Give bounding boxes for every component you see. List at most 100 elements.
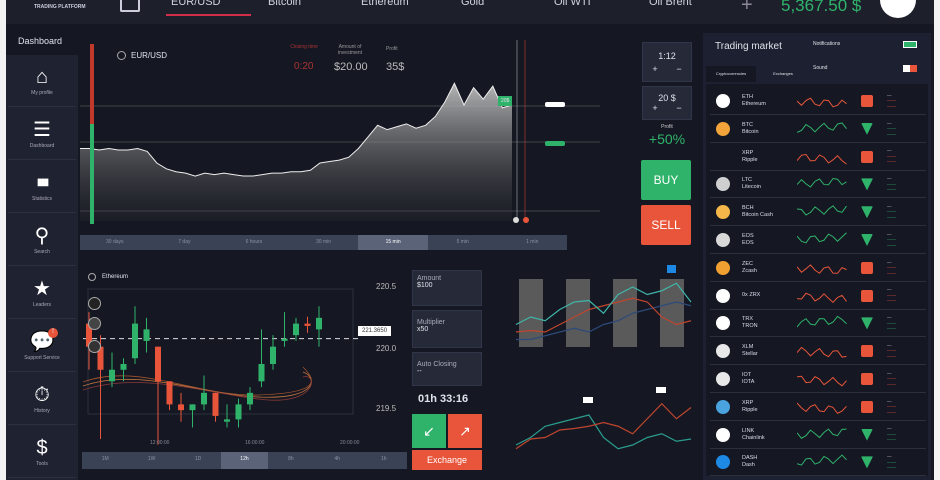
timeframe-option[interactable]: 12h bbox=[221, 452, 268, 469]
candle-body bbox=[178, 404, 184, 411]
profit-value: 35$ bbox=[386, 61, 405, 73]
timeframe-option[interactable]: 5 min bbox=[456, 239, 469, 245]
amount-plus-button[interactable]: + bbox=[652, 103, 658, 113]
sound-toggle[interactable] bbox=[903, 65, 917, 72]
tab-oilbrent[interactable]: Oil Brent bbox=[649, 0, 692, 8]
sidebar-item-statistics[interactable]: ▮▮▮ Statistics bbox=[8, 161, 76, 213]
candle-body bbox=[155, 346, 161, 382]
price-stats: — —— —— bbox=[887, 398, 896, 415]
market-row[interactable]: EOS EOS — —— —— bbox=[710, 227, 926, 254]
leverage-minus-button[interactable]: − bbox=[676, 64, 682, 74]
coin-symbol: BCH bbox=[742, 205, 754, 212]
candle-body bbox=[86, 323, 92, 347]
sidebar-item-history[interactable]: ⏱ History bbox=[8, 373, 76, 425]
sidebar-item-my-profile[interactable]: ⌂ My profile bbox=[8, 55, 76, 107]
avatar[interactable] bbox=[880, 0, 916, 18]
price-area-chart[interactable] bbox=[80, 36, 636, 236]
dashboard-icon: ☰ bbox=[33, 118, 51, 141]
timeframe-option[interactable]: 15 min bbox=[358, 235, 428, 250]
sparkline bbox=[797, 375, 847, 387]
tab-eurusd[interactable]: EUR/USD bbox=[171, 0, 221, 8]
buy-arrow-button[interactable]: ↗ bbox=[448, 414, 482, 448]
timeframe-option[interactable]: 6 hours bbox=[245, 239, 263, 245]
candle-body bbox=[166, 381, 173, 405]
chart-symbol[interactable]: EUR/USD bbox=[131, 51, 168, 60]
circle-tool-icon[interactable] bbox=[88, 317, 101, 330]
amount-field[interactable]: Amount $100 bbox=[412, 270, 482, 306]
candle-symbol[interactable]: Ethereum bbox=[102, 274, 129, 280]
closing-time-label: Closing time bbox=[290, 44, 318, 50]
sidebar-item-dashboard[interactable]: ☰ Dashboard bbox=[8, 108, 76, 160]
candlestick-chart[interactable] bbox=[78, 287, 408, 447]
candle-body bbox=[293, 323, 299, 336]
draw-tool-icon[interactable] bbox=[88, 297, 101, 310]
market-row[interactable]: DASH Dash — —— —— bbox=[710, 449, 926, 477]
timeframe-option[interactable]: 1D bbox=[194, 456, 202, 462]
multiplier-field[interactable]: Multiplier x50 bbox=[412, 310, 482, 348]
bar bbox=[660, 279, 684, 347]
timeframe-option[interactable]: 1M bbox=[101, 456, 109, 462]
timeframe-option[interactable]: 30 days bbox=[106, 239, 124, 245]
market-row[interactable]: ZEC Zcash — —— —— bbox=[710, 255, 926, 282]
tab-cryptocurrencies[interactable]: Cryptocurrencies bbox=[706, 66, 756, 82]
sell-button[interactable]: SELL bbox=[641, 205, 691, 245]
market-row[interactable]: ETH Ethereum — —— —— bbox=[710, 88, 926, 115]
logo: TRADING PLATFORM bbox=[34, 4, 86, 10]
price-stats: — —— —— bbox=[887, 315, 896, 332]
sidebar-item-tools[interactable]: $ Tools bbox=[8, 426, 76, 478]
amount-minus-button[interactable]: − bbox=[676, 103, 682, 113]
coin-icon bbox=[716, 399, 730, 414]
market-row[interactable]: XRP Ripple — —— —— bbox=[710, 144, 926, 171]
tab-ethereum[interactable]: Ethereum bbox=[361, 0, 409, 8]
monitor-icon[interactable] bbox=[120, 0, 140, 12]
leverage-plus-button[interactable]: + bbox=[652, 64, 658, 74]
market-row[interactable]: TRX TRON — —— —— bbox=[710, 310, 926, 338]
series-line bbox=[516, 301, 692, 341]
market-row[interactable]: XRP Ripple — —— —— bbox=[710, 394, 926, 421]
market-row[interactable]: IOT IOTA — —— —— bbox=[710, 366, 926, 393]
arrow-up-right-icon: ↗ bbox=[459, 422, 471, 439]
timeframe-option[interactable]: 1 min bbox=[526, 239, 539, 245]
coin-icon bbox=[716, 344, 730, 359]
sidebar-item-support-service[interactable]: 💬 Support Service! bbox=[8, 320, 76, 372]
coin-icon bbox=[716, 149, 730, 164]
market-row[interactable]: LINK Chainlink — —— —— bbox=[710, 422, 926, 449]
add-tab-button[interactable]: + bbox=[741, 0, 753, 16]
market-row[interactable]: BTC Bitcoin — —— —— bbox=[710, 116, 926, 143]
market-row[interactable]: 0x ZRX — —— —— bbox=[710, 283, 926, 310]
exchange-label: Exchange bbox=[426, 455, 468, 465]
tab-bitcoin[interactable]: Bitcoin bbox=[268, 0, 302, 8]
coin-name: Ripple bbox=[742, 156, 758, 163]
price-line bbox=[80, 82, 513, 177]
tab-exchanges[interactable]: Exchanges bbox=[773, 71, 793, 76]
tab-gold[interactable]: Gold bbox=[461, 0, 485, 8]
square-tool-icon[interactable] bbox=[88, 340, 101, 353]
sound-label: Sound bbox=[813, 65, 828, 71]
timeframe-option[interactable]: 30 min bbox=[316, 239, 332, 245]
timeframe-option[interactable]: 7 day bbox=[178, 239, 191, 245]
price-stats: — —— —— bbox=[887, 259, 896, 276]
sidebar-item-leaders[interactable]: ★ Leaders bbox=[8, 267, 76, 319]
market-row[interactable]: BCH Bitcoin Cash — —— —— bbox=[710, 199, 926, 227]
auto-closing-field[interactable]: Auto Closing -- bbox=[412, 352, 482, 386]
coin-name: Stellar bbox=[742, 351, 758, 358]
exchange-button[interactable]: Exchange bbox=[412, 450, 482, 470]
price-stats: — —— —— bbox=[887, 203, 896, 220]
candle-body bbox=[270, 346, 276, 364]
notifications-toggle[interactable] bbox=[903, 41, 917, 48]
market-row[interactable]: LTC Litecoin — —— —— bbox=[710, 171, 926, 199]
buy-button[interactable]: BUY bbox=[641, 160, 691, 200]
timeframe-option[interactable]: 1W bbox=[147, 456, 156, 462]
sidebar-item-search[interactable]: ⚲ Search bbox=[8, 214, 76, 266]
coin-symbol: XRP bbox=[742, 149, 754, 156]
tab-oilwti[interactable]: Oil WTI bbox=[554, 0, 591, 8]
timeframe-option[interactable]: 8h bbox=[288, 456, 294, 462]
timeframe-option[interactable]: 4h bbox=[334, 456, 341, 462]
coin-name: Dash bbox=[742, 462, 755, 469]
sell-arrow-button[interactable]: ↙ bbox=[412, 414, 446, 448]
bull-icon bbox=[861, 428, 873, 441]
history-icon: ⏱ bbox=[34, 383, 50, 406]
price-stats: — —— —— bbox=[887, 231, 896, 248]
market-row[interactable]: XLM Stellar — —— —— bbox=[710, 338, 926, 366]
timeframe-option[interactable]: 1h bbox=[380, 456, 387, 462]
